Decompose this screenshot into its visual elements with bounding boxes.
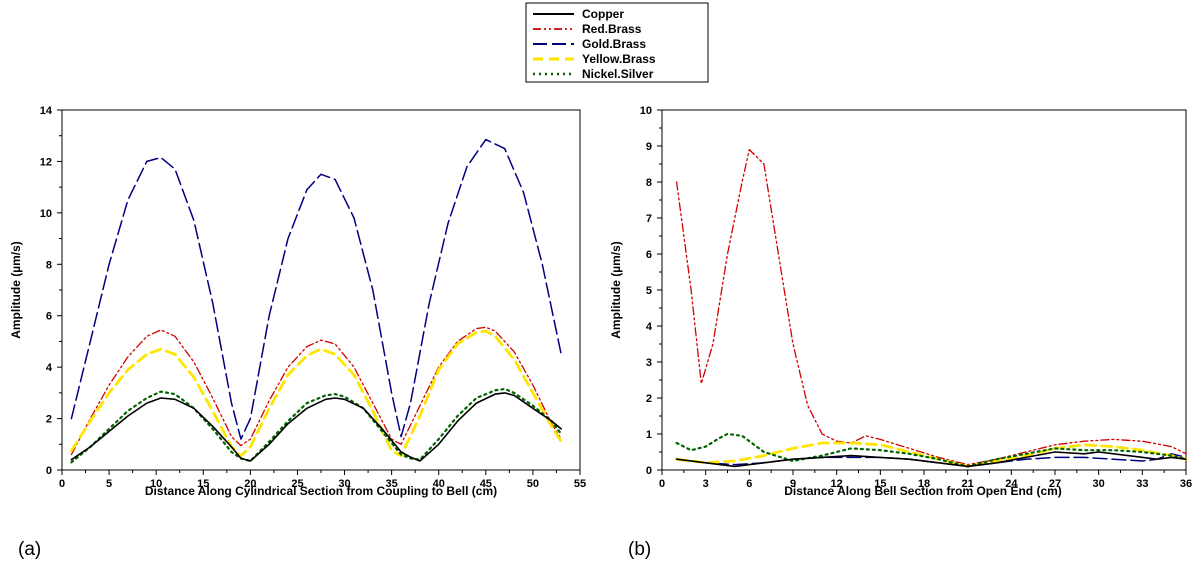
- chart-b-x-tick-label: 12: [831, 478, 843, 490]
- chart-b-y-tick-label: 0: [646, 465, 652, 477]
- chart-b-x-tick-label: 24: [1005, 478, 1018, 490]
- legend-label-yellow-brass: Yellow.Brass: [582, 52, 656, 66]
- chart-b-x-tick-label: 30: [1093, 478, 1105, 490]
- chart-a-x-tick-label: 50: [527, 478, 539, 490]
- chart-b-y-tick-label: 9: [646, 141, 652, 153]
- chart-b-series-red-brass: [675, 148, 1187, 466]
- legend-label-nickel-silver: Nickel.Silver: [582, 67, 654, 81]
- legend-label-gold-brass: Gold.Brass: [582, 37, 646, 51]
- chart-a-series-red-brass: [70, 326, 562, 456]
- chart-a-y-tick-label: 10: [40, 208, 52, 220]
- chart-a-x-tick-label: 10: [150, 478, 162, 490]
- chart-a-y-tick-label: 4: [46, 362, 53, 374]
- chart-a-plot-area: [61, 109, 581, 471]
- chart-b-y-tick-label: 2: [646, 393, 652, 405]
- chart-a-x-tick-label: 40: [433, 478, 445, 490]
- chart-b-y-tick-label: 10: [640, 105, 652, 117]
- chart-b-x-tick-label: 9: [790, 478, 796, 490]
- chart-a-y-tick-label: 0: [46, 465, 52, 477]
- chart-b-x-axis-label: Distance Along Bell Section from Open En…: [784, 484, 1062, 498]
- chart-b-y-tick-label: 7: [646, 213, 652, 225]
- chart-a-x-axis-label: Distance Along Cylindrical Section from …: [145, 484, 497, 498]
- chart-a-y-tick-label: 14: [40, 105, 53, 117]
- chart-a-y-tick-label: 8: [46, 259, 52, 271]
- chart-a-y-axis-label: Amplitude (µm/s): [9, 241, 23, 339]
- legend-label-red-brass: Red.Brass: [582, 22, 642, 36]
- chart-a-x-tick-label: 55: [574, 478, 586, 490]
- legend-box: [525, 2, 709, 83]
- chart-a-series-gold-brass: [70, 138, 562, 440]
- chart-a-y-tick-label: 6: [46, 311, 52, 323]
- legend: CopperRed.BrassGold.BrassYellow.BrassNic…: [525, 2, 709, 83]
- chart-b-panel-label: (b): [628, 539, 651, 560]
- chart-b-x-tick-label: 6: [746, 478, 752, 490]
- chart-a-x-tick-label: 45: [480, 478, 492, 490]
- chart-b-y-tick-label: 6: [646, 249, 652, 261]
- chart-a-panel-label: (a): [18, 539, 41, 560]
- chart-a-series-copper: [70, 392, 563, 462]
- chart-b-y-tick-label: 3: [646, 357, 652, 369]
- chart-a-x-tick-label: 0: [59, 478, 65, 490]
- chart-b-y-tick-label: 8: [646, 177, 652, 189]
- chart-b: Distance Along Bell Section from Open En…: [609, 105, 1192, 560]
- chart-b-plot-area: [661, 109, 1187, 471]
- chart-b-y-axis-label: Amplitude (µm/s): [609, 241, 623, 339]
- chart-b-x-tick-label: 36: [1180, 478, 1192, 490]
- chart-a-series-yellow-brass: [70, 329, 563, 458]
- chart-a-x-tick-label: 30: [338, 478, 350, 490]
- chart-a-y-tick-label: 12: [40, 156, 52, 168]
- chart-b-series-nickel-silver: [675, 432, 1188, 468]
- chart-a-x-tick-label: 35: [386, 478, 398, 490]
- chart-b-y-tick-label: 4: [646, 321, 653, 333]
- chart-a-series-nickel-silver: [70, 387, 563, 464]
- chart-b-x-tick-label: 21: [962, 478, 974, 490]
- chart-b-y-tick-label: 1: [646, 429, 652, 441]
- chart-a-y-tick-label: 2: [46, 414, 52, 426]
- chart-b-x-tick-label: 18: [918, 478, 930, 490]
- chart-b-series-copper: [675, 451, 1187, 468]
- chart-a-x-tick-label: 25: [291, 478, 303, 490]
- chart-b-x-tick-label: 0: [659, 478, 665, 490]
- chart-b-x-tick-label: 33: [1136, 478, 1148, 490]
- chart-a-x-tick-label: 5: [106, 478, 112, 490]
- chart-a: Distance Along Cylindrical Section from …: [9, 105, 586, 560]
- chart-b-y-tick-label: 5: [646, 285, 652, 297]
- chart-b-x-tick-label: 15: [874, 478, 886, 490]
- chart-a-x-tick-label: 15: [197, 478, 209, 490]
- chart-b-x-tick-label: 3: [703, 478, 709, 490]
- chart-a-x-tick-label: 20: [244, 478, 256, 490]
- legend-label-copper: Copper: [582, 7, 624, 21]
- chart-b-x-tick-label: 27: [1049, 478, 1061, 490]
